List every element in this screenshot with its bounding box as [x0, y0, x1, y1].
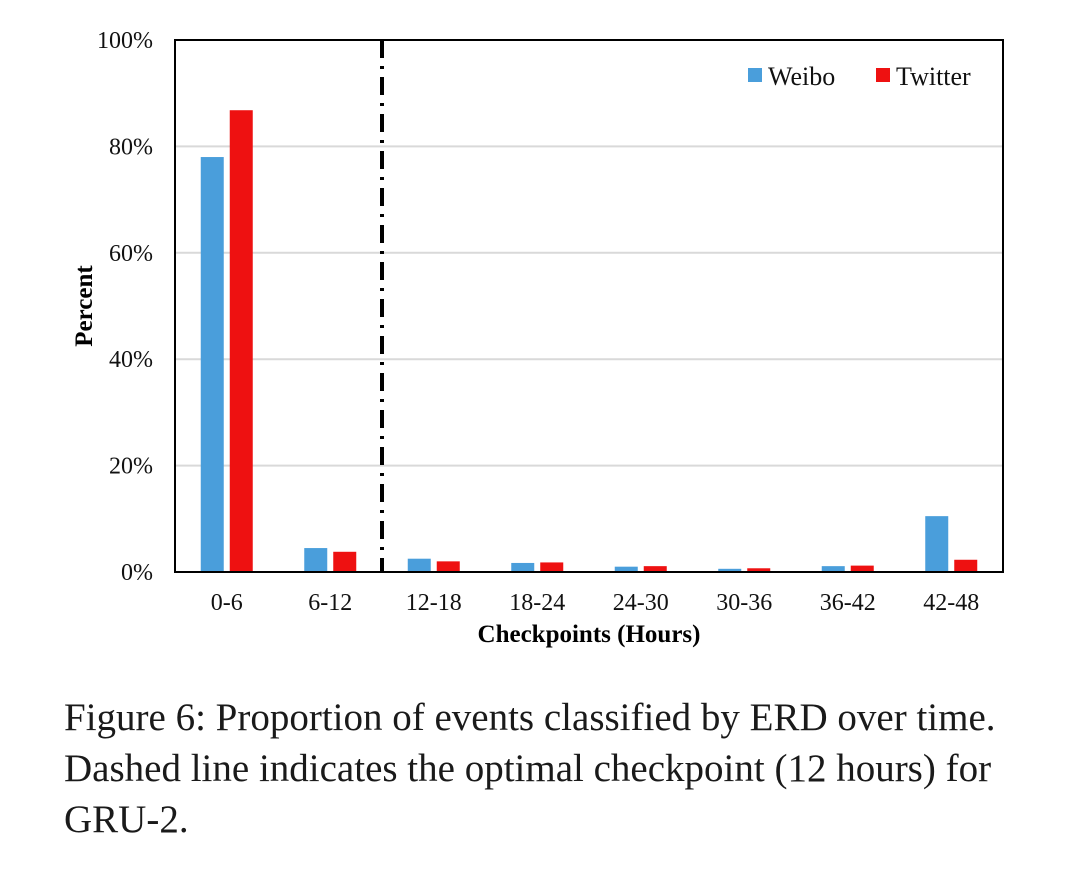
bar-twitter-42-48	[954, 559, 978, 572]
legend-label-weibo: Weibo	[768, 62, 835, 91]
x-tick-label: 12-18	[406, 590, 462, 616]
legend-swatch-weibo	[748, 68, 762, 82]
bar-weibo-42-48	[925, 516, 949, 572]
bar-twitter-30-36	[747, 568, 771, 572]
y-tick-label: 100%	[97, 28, 153, 54]
y-tick-label: 40%	[109, 347, 153, 373]
bar-weibo-6-12	[304, 548, 328, 572]
gridlines	[175, 145, 1003, 467]
legend-swatch-twitter	[876, 68, 890, 82]
bar-weibo-24-30	[614, 566, 638, 572]
y-tick-label: 20%	[109, 454, 153, 480]
bar-weibo-12-18	[407, 558, 431, 572]
figure-caption: Figure 6: Proportion of events classifie…	[64, 696, 996, 841]
bar-weibo-36-42	[821, 566, 845, 572]
x-tick-label: 30-36	[716, 590, 772, 616]
bars	[200, 110, 978, 573]
x-tick-label: 42-48	[923, 590, 979, 616]
x-axis-title: Checkpoints (Hours)	[478, 621, 701, 648]
y-axis-title: Percent	[71, 265, 98, 347]
bar-weibo-18-24	[511, 562, 535, 572]
bar-twitter-24-30	[643, 566, 667, 572]
bar-weibo-30-36	[718, 568, 742, 572]
legend-label-twitter: Twitter	[896, 62, 971, 91]
bar-twitter-18-24	[540, 562, 564, 572]
bar-twitter-6-12	[333, 551, 357, 572]
x-tick-label: 0-6	[211, 590, 243, 616]
y-tick-label: 0%	[121, 560, 153, 586]
legend: Weibo Twitter	[748, 62, 971, 91]
x-tick-labels: 0-6 6-12 12-18 18-24 24-30 30-36 36-42 42-48	[211, 590, 980, 616]
x-tick-label: 6-12	[308, 590, 352, 616]
y-tick-label: 80%	[109, 134, 153, 160]
plot-frame	[174, 39, 1004, 573]
x-tick-label: 18-24	[509, 590, 565, 616]
y-tick-labels: 0% 20% 40% 60% 80% 100%	[97, 28, 153, 586]
x-tick-label: 24-30	[613, 590, 669, 616]
bar-chart: 0% 20% 40% 60% 80% 100% 0-6 6-12 12-18 18-24 24-3…	[71, 28, 1004, 648]
bar-twitter-12-18	[436, 561, 460, 572]
x-tick-label: 36-42	[820, 590, 876, 616]
bar-twitter-0-6	[229, 110, 253, 572]
y-tick-label: 60%	[109, 241, 153, 267]
bar-weibo-0-6	[200, 157, 224, 573]
bar-twitter-36-42	[850, 565, 874, 572]
